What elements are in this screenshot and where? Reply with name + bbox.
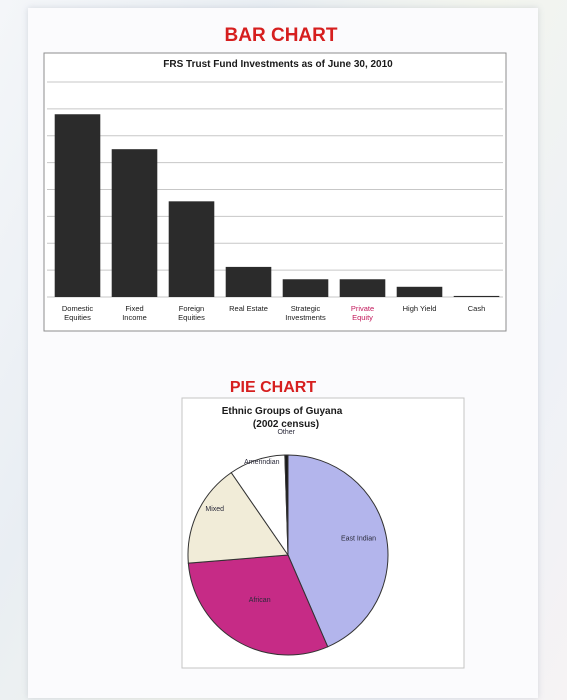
bar-chart-title: FRS Trust Fund Investments as of June 30… (163, 59, 393, 70)
category-label-private-equity: Private Equity (351, 304, 374, 322)
bar-chart-heading: BAR CHART (224, 25, 338, 46)
bar-chart: FRS Trust Fund Investments as of June 30… (43, 52, 507, 332)
pie-chart-heading: PIE CHART (229, 379, 317, 396)
bar-private-equity (339, 279, 386, 297)
category-label-cash: Cash (468, 304, 486, 313)
category-label-domestic-equities: Domestic Equities (62, 304, 94, 322)
bar-fixed-income (111, 149, 158, 297)
bar-high-yield (396, 286, 443, 297)
category-label-real-estate: Real Estate (229, 304, 268, 313)
category-label-fixed-income: Fixed Income (122, 304, 147, 322)
bar-real-estate (225, 266, 272, 297)
bar-chart-bars (54, 114, 500, 297)
bar-domestic-equities (54, 114, 101, 297)
bar-chart-category-labels: Domestic Equities Fixed Income Foreign Equiti… (62, 304, 485, 322)
bar-strategic-investments (282, 279, 329, 297)
bar-cash (453, 295, 500, 297)
category-label-high-yield: High Yield (403, 304, 437, 313)
category-label-foreign-equities: Foreign Equities (178, 304, 205, 322)
bar-foreign-equities (168, 201, 215, 297)
category-label-strategic-investments: Strategic Investments (285, 304, 326, 322)
